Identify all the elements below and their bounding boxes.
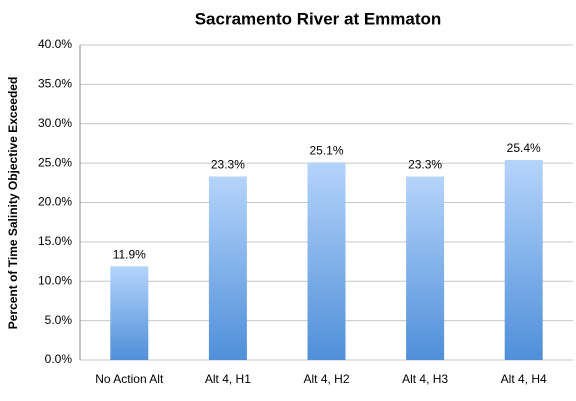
y-tick-label: 25.0%	[38, 155, 72, 169]
bar	[307, 162, 346, 360]
y-tick-label: 40.0%	[38, 37, 72, 51]
y-tick-label: 35.0%	[38, 77, 72, 91]
bar	[504, 159, 543, 360]
bar	[406, 176, 445, 360]
bar	[110, 266, 149, 360]
x-tick-label: Alt 4, H1	[205, 372, 251, 386]
x-tick-label: Alt 4, H3	[402, 372, 448, 386]
x-tick-label: Alt 4, H2	[303, 372, 349, 386]
bar	[208, 176, 247, 360]
data-label: 23.3%	[211, 158, 245, 172]
y-tick-label: 20.0%	[38, 195, 72, 209]
y-tick-label: 5.0%	[45, 313, 73, 327]
data-label: 25.1%	[309, 144, 343, 158]
y-tick-label: 10.0%	[38, 273, 72, 287]
data-label: 11.9%	[113, 247, 146, 261]
y-tick-label: 0.0%	[45, 352, 73, 366]
y-tick-label: 30.0%	[38, 116, 72, 130]
x-tick-label: No Action Alt	[95, 372, 164, 386]
x-tick-label: Alt 4, H4	[501, 372, 547, 386]
data-label: 23.3%	[408, 158, 442, 172]
data-label: 25.4%	[507, 141, 541, 155]
y-axis-label: Percent of Time Salinity Objective Excee…	[6, 77, 20, 330]
y-tick-label: 15.0%	[38, 234, 72, 248]
chart-title: Sacramento River at Emmaton	[195, 9, 442, 28]
